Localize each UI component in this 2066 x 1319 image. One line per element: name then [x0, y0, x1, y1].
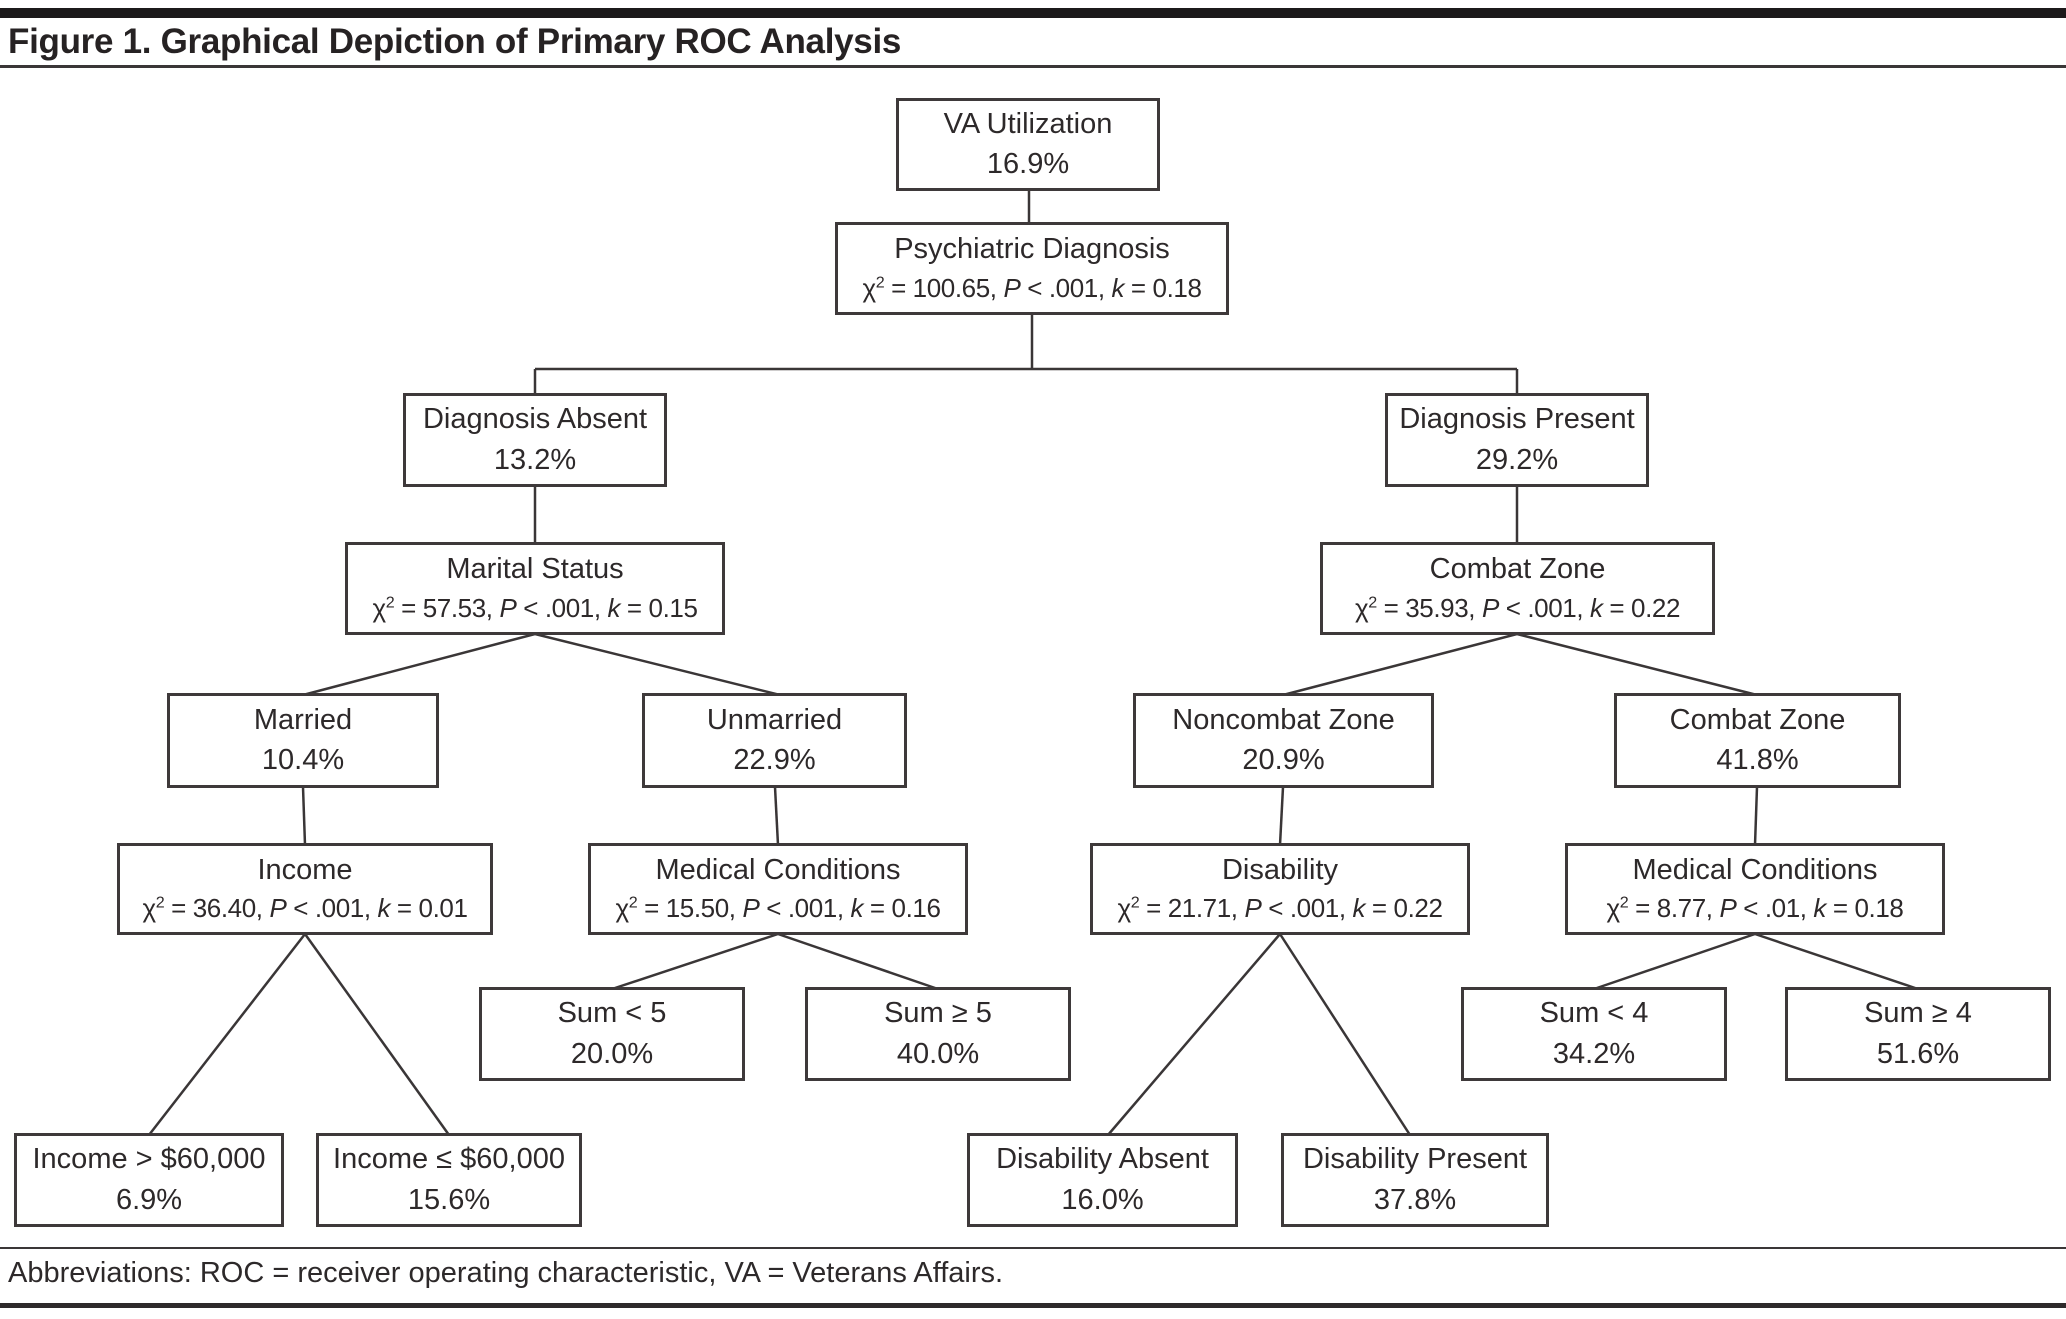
node-value: 13.2%	[493, 443, 577, 476]
node-label: Sum < 4	[1539, 997, 1649, 1030]
node-combat-zone-split: Combat Zone χ2 = 35.93, P < .001, k = 0.…	[1320, 542, 1715, 635]
node-disability-present: Disability Present 37.8%	[1281, 1133, 1549, 1227]
node-label: Combat Zone	[1669, 703, 1846, 736]
node-label: Medical Conditions	[655, 853, 901, 886]
node-statistics: χ2 = 8.77, P < .01, k = 0.18	[1606, 893, 1904, 924]
node-income-le-60000: Income ≤ $60,000 15.6%	[316, 1133, 582, 1227]
node-medical-conditions-right-split: Medical Conditions χ2 = 8.77, P < .01, k…	[1565, 843, 1945, 935]
node-value: 37.8%	[1373, 1183, 1457, 1216]
node-medical-conditions-left-split: Medical Conditions χ2 = 15.50, P < .001,…	[588, 843, 968, 935]
top-rule-bar	[0, 8, 2066, 18]
node-value: 40.0%	[896, 1037, 980, 1070]
node-label: Combat Zone	[1429, 553, 1606, 586]
footnote-bottom-divider	[0, 1303, 2066, 1308]
node-value: 29.2%	[1475, 443, 1559, 476]
node-sum-ge-5: Sum ≥ 5 40.0%	[805, 987, 1071, 1081]
node-value: 22.9%	[733, 744, 816, 776]
node-label: Income	[257, 853, 353, 886]
node-diagnosis-absent: Diagnosis Absent 13.2%	[403, 393, 667, 487]
node-value: 20.0%	[570, 1037, 654, 1070]
node-label: Sum ≥ 5	[884, 997, 992, 1030]
node-value: 6.9%	[115, 1183, 183, 1216]
node-label: Unmarried	[706, 703, 843, 736]
figure-title: Figure 1. Graphical Depiction of Primary…	[8, 22, 902, 61]
node-label: Disability	[1221, 853, 1339, 886]
node-disability-absent: Disability Absent 16.0%	[967, 1133, 1238, 1227]
node-label: Diagnosis Absent	[422, 403, 648, 436]
node-value: 51.6%	[1876, 1037, 1960, 1070]
node-label: Income > $60,000	[32, 1143, 266, 1176]
node-value: 41.8%	[1716, 744, 1799, 776]
node-psychiatric-diagnosis: Psychiatric Diagnosis χ2 = 100.65, P < .…	[835, 222, 1229, 315]
node-sum-ge-4: Sum ≥ 4 51.6%	[1785, 987, 2051, 1081]
node-statistics: χ2 = 21.71, P < .001, k = 0.22	[1117, 893, 1443, 924]
node-label: Married	[253, 703, 353, 736]
node-value: 34.2%	[1552, 1037, 1636, 1070]
node-statistics: χ2 = 36.40, P < .001, k = 0.01	[142, 893, 468, 924]
node-label: Noncombat Zone	[1172, 703, 1395, 736]
node-value: 20.9%	[1242, 744, 1325, 776]
abbreviations-footnote: Abbreviations: ROC = receiver operating …	[8, 1257, 1004, 1289]
node-disability-split: Disability χ2 = 21.71, P < .001, k = 0.2…	[1090, 843, 1470, 935]
node-statistics: χ2 = 35.93, P < .001, k = 0.22	[1354, 592, 1681, 623]
node-value: 15.6%	[407, 1183, 491, 1216]
node-label: Disability Absent	[996, 1143, 1209, 1176]
footnote-top-divider	[0, 1247, 2066, 1249]
node-label: VA Utilization	[943, 107, 1113, 140]
node-label: Medical Conditions	[1632, 853, 1878, 886]
node-sum-lt-4: Sum < 4 34.2%	[1461, 987, 1727, 1081]
node-combat-zone: Combat Zone 41.8%	[1614, 693, 1901, 788]
node-noncombat-zone: Noncombat Zone 20.9%	[1133, 693, 1434, 788]
node-statistics: χ2 = 100.65, P < .001, k = 0.18	[862, 272, 1202, 303]
node-label: Diagnosis Present	[1399, 403, 1635, 436]
node-value: 16.0%	[1061, 1183, 1144, 1216]
title-divider	[0, 65, 2066, 68]
node-label: Income ≤ $60,000	[333, 1143, 565, 1176]
node-label: Sum < 5	[557, 997, 667, 1030]
node-label: Sum ≥ 4	[1864, 997, 1972, 1030]
node-diagnosis-present: Diagnosis Present 29.2%	[1385, 393, 1649, 487]
node-unmarried: Unmarried 22.9%	[642, 693, 907, 788]
node-va-utilization: VA Utilization 16.9%	[896, 98, 1160, 191]
node-marital-status-split: Marital Status χ2 = 57.53, P < .001, k =…	[345, 542, 725, 635]
node-sum-lt-5: Sum < 5 20.0%	[479, 987, 745, 1081]
node-statistics: χ2 = 15.50, P < .001, k = 0.16	[615, 893, 941, 924]
node-value: 16.9%	[986, 148, 1070, 180]
node-value: 10.4%	[261, 744, 345, 776]
node-label: Psychiatric Diagnosis	[894, 233, 1170, 266]
node-statistics: χ2 = 57.53, P < .001, k = 0.15	[372, 592, 698, 623]
node-label: Disability Present	[1302, 1143, 1528, 1176]
node-label: Marital Status	[446, 553, 624, 586]
node-income-split: Income χ2 = 36.40, P < .001, k = 0.01	[117, 843, 493, 935]
node-income-gt-60000: Income > $60,000 6.9%	[14, 1133, 284, 1227]
node-married: Married 10.4%	[167, 693, 439, 788]
